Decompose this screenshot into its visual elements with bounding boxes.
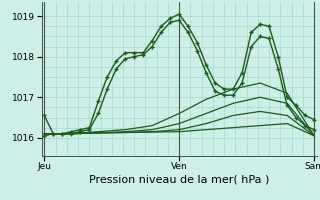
X-axis label: Pression niveau de la mer( hPa ): Pression niveau de la mer( hPa ) [89,174,269,184]
